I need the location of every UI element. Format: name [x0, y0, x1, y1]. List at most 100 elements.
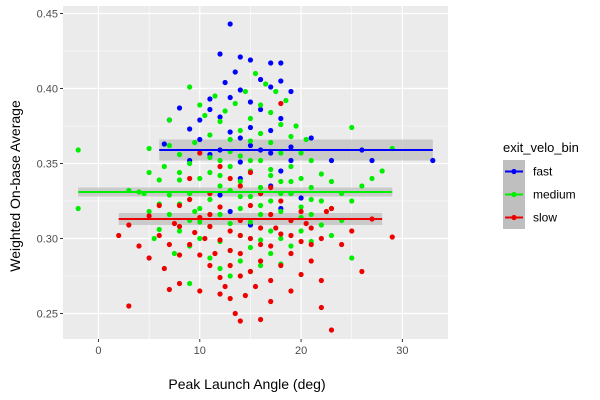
point-fast	[278, 60, 284, 66]
legend: exit_velo_bin fast medium slow	[503, 140, 579, 229]
point-fast	[176, 105, 183, 111]
point-slow	[176, 202, 183, 209]
point-slow	[318, 235, 324, 242]
point-slow	[323, 208, 330, 215]
point-medium	[217, 172, 223, 179]
y-tick-label: 0.30	[37, 234, 58, 246]
point-medium	[151, 235, 157, 242]
point-medium	[283, 97, 289, 104]
point-slow	[257, 225, 264, 231]
point-medium	[257, 262, 264, 269]
x-tick-label: 20	[295, 345, 307, 357]
point-slow	[268, 211, 274, 218]
point-fast	[197, 117, 203, 123]
point-slow	[237, 273, 243, 279]
point-slow	[247, 268, 254, 275]
point-medium	[308, 184, 314, 191]
point-medium	[247, 219, 254, 225]
point-fast	[247, 124, 254, 131]
point-slow	[237, 250, 243, 257]
point-medium	[237, 153, 243, 159]
point-medium	[257, 211, 264, 218]
point-medium	[207, 154, 213, 161]
point-slow	[268, 243, 274, 249]
point-medium	[252, 70, 259, 77]
point-medium	[237, 258, 243, 264]
point-medium	[171, 250, 178, 257]
point-medium	[247, 138, 254, 144]
point-medium	[192, 139, 198, 146]
point-medium	[268, 139, 274, 146]
major-gridlines	[63, 6, 448, 339]
point-medium	[75, 147, 81, 153]
point-medium	[268, 172, 274, 179]
point-medium	[303, 136, 309, 143]
point-slow	[217, 237, 223, 243]
point-medium	[227, 163, 233, 170]
point-fast	[430, 157, 436, 164]
point-fast	[288, 144, 294, 150]
point-fast	[237, 159, 243, 165]
legend-point-medium	[511, 191, 517, 198]
point-medium	[288, 133, 294, 140]
point-medium	[166, 192, 172, 198]
point-medium	[161, 163, 167, 170]
point-medium	[359, 183, 365, 189]
point-slow	[222, 283, 228, 290]
point-slow	[288, 250, 294, 257]
point-fast	[197, 136, 203, 143]
point-medium	[237, 127, 243, 134]
point-slow	[187, 196, 193, 203]
point-slow	[349, 228, 355, 234]
point-fast	[288, 88, 294, 95]
point-medium	[278, 178, 284, 185]
point-slow	[197, 252, 203, 258]
point-fast	[217, 114, 223, 120]
point-slow	[288, 232, 294, 239]
point-medium	[217, 211, 223, 218]
point-medium	[257, 202, 264, 209]
point-slow	[146, 255, 152, 261]
point-medium	[237, 205, 243, 212]
point-fast	[247, 99, 254, 105]
point-medium	[288, 163, 294, 170]
point-slow	[156, 232, 162, 239]
point-slow	[298, 208, 304, 215]
point-fast	[308, 135, 314, 141]
point-medium	[369, 175, 375, 182]
y-tick-label: 0.35	[37, 159, 58, 171]
y-tick-label: 0.45	[37, 9, 58, 21]
point-slow	[298, 238, 304, 245]
point-slow	[197, 288, 203, 294]
legend-point-slow	[511, 214, 517, 221]
point-slow	[257, 316, 264, 323]
point-medium	[268, 166, 274, 173]
point-slow	[187, 175, 193, 182]
point-fast	[207, 106, 213, 113]
point-medium	[232, 100, 238, 107]
point-medium	[237, 178, 243, 185]
point-medium	[268, 250, 274, 257]
point-slow	[136, 243, 142, 249]
x-tick-label: 10	[194, 345, 206, 357]
point-fast	[369, 157, 375, 164]
point-medium	[207, 132, 213, 138]
point-slow	[192, 229, 198, 236]
point-slow	[303, 220, 309, 227]
point-medium	[247, 193, 254, 200]
point-slow	[217, 163, 223, 170]
point-medium	[257, 184, 264, 191]
point-medium	[207, 255, 213, 261]
point-medium	[308, 157, 314, 164]
point-medium	[288, 178, 294, 185]
point-slow	[278, 262, 284, 269]
point-fast	[217, 192, 223, 198]
point-slow	[176, 280, 183, 287]
legend-item-medium: medium	[503, 183, 576, 206]
x-axis-ticks: 0 10 20 30	[95, 339, 409, 357]
point-slow	[207, 211, 213, 218]
point-slow	[227, 228, 233, 234]
point-fast	[207, 96, 213, 102]
point-fast	[278, 168, 284, 174]
